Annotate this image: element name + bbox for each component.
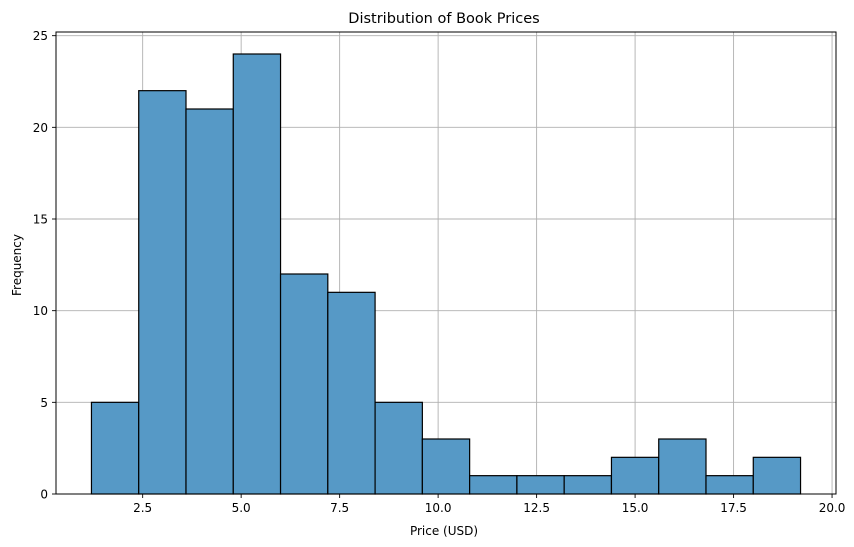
x-tick-label: 2.5 [133, 501, 152, 515]
histogram-bar [90, 401, 140, 495]
histogram-bar [327, 291, 376, 495]
plot-frame [55, 31, 837, 495]
x-axis-title: Price (USD) [410, 524, 478, 538]
histogram-bar [374, 401, 423, 495]
histogram-bar [516, 475, 565, 495]
histogram-bar [138, 90, 187, 495]
histogram-bar [563, 475, 613, 495]
x-tick-label: 5.0 [232, 501, 251, 515]
x-tick-label: 12.5 [523, 501, 550, 515]
y-tick-label: 25 [33, 29, 48, 43]
x-tick-label: 7.5 [330, 501, 349, 515]
histogram-bar [279, 273, 329, 495]
x-tick-label: 10.0 [425, 501, 452, 515]
x-axis-ticks: 2.5 5.0 7.5 10.0 12.5 15.0 17.5 20.0 [133, 494, 845, 515]
histogram-bar [421, 438, 471, 495]
chart-title: Distribution of Book Prices [348, 11, 539, 27]
y-axis-title: Frequency [10, 234, 24, 296]
histogram-bar [658, 438, 707, 495]
y-tick-label: 5 [40, 396, 48, 410]
histogram-bar [752, 456, 802, 495]
x-tick-label: 15.0 [622, 501, 649, 515]
y-tick-label: 0 [40, 488, 48, 502]
histogram-bars [90, 53, 802, 495]
histogram-bar [610, 456, 660, 495]
y-tick-label: 15 [33, 213, 48, 227]
y-axis-ticks: 0 5 10 15 20 25 [33, 29, 56, 502]
histogram-bar [705, 475, 754, 495]
y-tick-label: 20 [33, 121, 48, 135]
x-tick-label: 17.5 [720, 501, 747, 515]
x-tick-label: 20.0 [819, 501, 846, 515]
histogram-bar [232, 53, 282, 495]
y-tick-label: 10 [33, 304, 48, 318]
histogram-bar [469, 475, 518, 495]
histogram-bar [185, 108, 234, 495]
